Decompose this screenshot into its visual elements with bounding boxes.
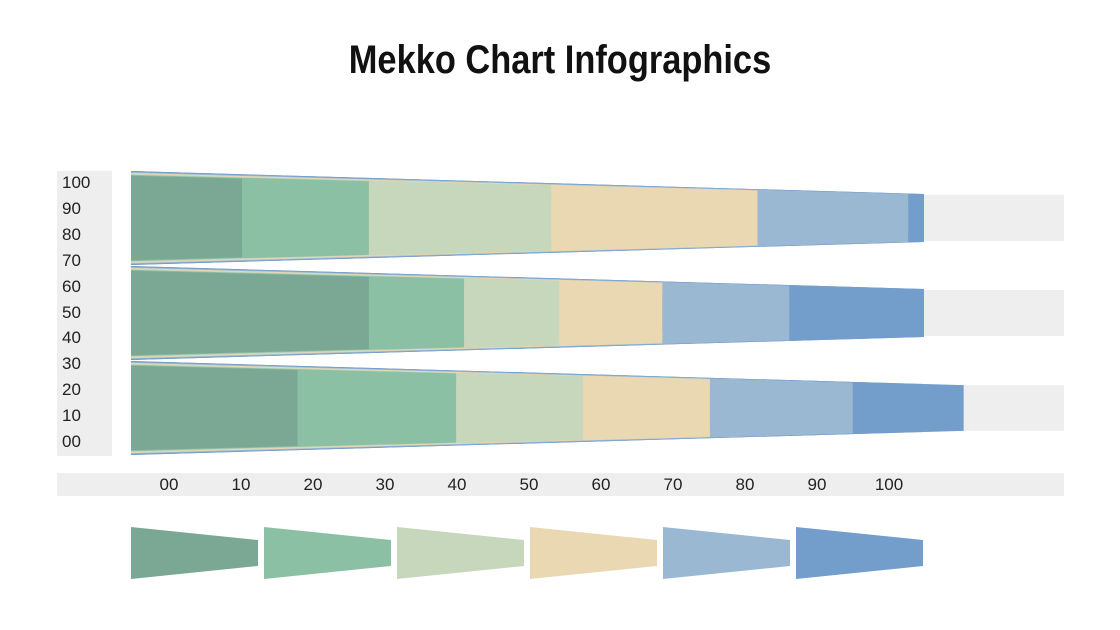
bar-venus bbox=[297, 378, 457, 438]
bar-venus bbox=[368, 283, 465, 343]
y-axis-panel bbox=[57, 171, 112, 456]
legend-swatch-mars bbox=[530, 527, 657, 579]
chart-title: Mekko Chart Infographics bbox=[348, 38, 772, 82]
bar-mars bbox=[559, 289, 663, 337]
legend-swatch-earth bbox=[397, 527, 524, 579]
bar-earth bbox=[456, 382, 584, 434]
bar-mercury bbox=[131, 280, 369, 346]
legend-swatch-mercury bbox=[131, 527, 258, 579]
y-tick-label: 100 bbox=[62, 173, 91, 192]
x-tick-label: 50 bbox=[519, 475, 539, 494]
company-label-panel bbox=[924, 290, 1064, 336]
x-tick-label: 40 bbox=[447, 475, 467, 494]
bar-mercury bbox=[131, 182, 243, 254]
bar-mercury bbox=[131, 373, 298, 443]
legend-swatch-jupiter bbox=[663, 527, 790, 579]
y-tick-label: 30 bbox=[62, 354, 81, 374]
bar-earth bbox=[368, 191, 552, 245]
x-tick-label: 90 bbox=[807, 475, 827, 494]
x-tick-label: 10 bbox=[231, 475, 251, 494]
x-tick-label: 80 bbox=[735, 475, 755, 494]
bar-earth bbox=[464, 286, 560, 340]
y-tick-label: 40 bbox=[62, 328, 81, 348]
y-tick-label: 00 bbox=[62, 432, 81, 451]
y-tick-label: 10 bbox=[62, 406, 81, 426]
x-tick-label: 20 bbox=[303, 475, 323, 494]
company-label-panel bbox=[924, 195, 1064, 241]
bar-mars bbox=[551, 197, 758, 239]
x-tick-label: 60 bbox=[591, 475, 611, 494]
y-tick-label: 50 bbox=[62, 302, 81, 322]
x-tick-label: 30 bbox=[375, 475, 395, 494]
bar-venus bbox=[242, 185, 369, 251]
y-tick-label: 60 bbox=[62, 276, 81, 296]
x-axis-panel bbox=[57, 473, 1064, 496]
bar-jupiter bbox=[662, 293, 790, 333]
x-tick-label: 100 bbox=[874, 475, 904, 494]
y-tick-label: 20 bbox=[62, 380, 81, 400]
x-tick-label: 70 bbox=[663, 475, 683, 494]
x-tick-label: 00 bbox=[159, 475, 179, 494]
legend-swatch-saturn bbox=[796, 527, 923, 579]
bar-jupiter bbox=[757, 201, 909, 235]
bar-mars bbox=[583, 385, 710, 431]
y-tick-label: 70 bbox=[62, 250, 81, 270]
bar-jupiter bbox=[709, 389, 853, 427]
legend-swatch-venus bbox=[264, 527, 391, 579]
y-tick-label: 80 bbox=[62, 224, 81, 244]
y-tick-label: 90 bbox=[62, 198, 81, 218]
